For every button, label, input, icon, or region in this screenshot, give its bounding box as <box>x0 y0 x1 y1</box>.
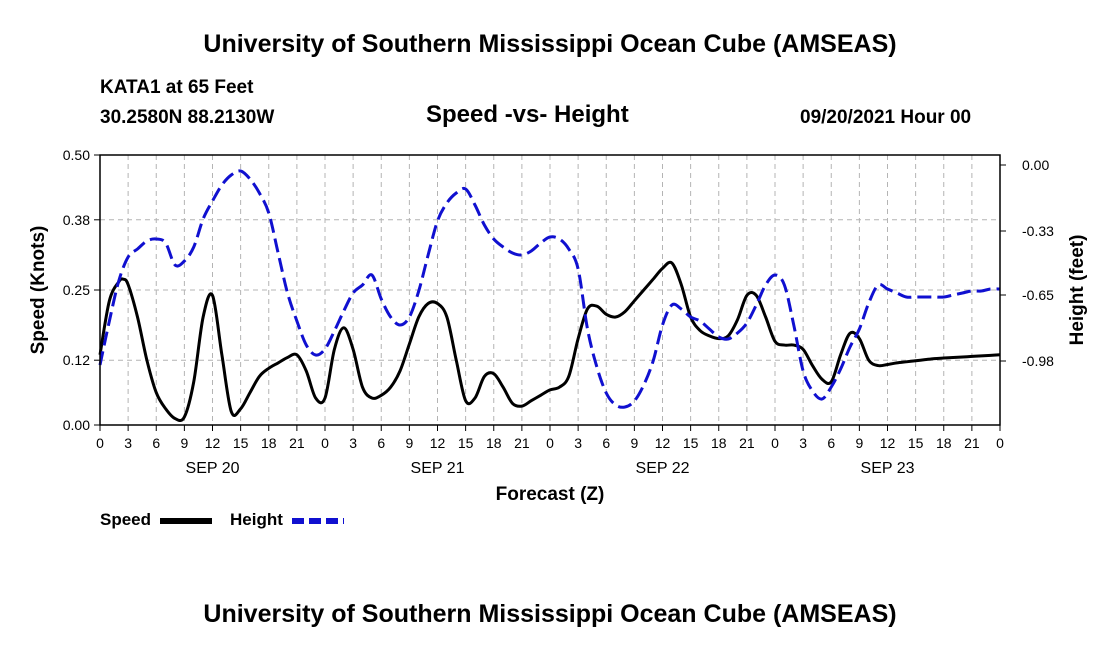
x-tick-label: 12 <box>205 435 221 451</box>
y2-tick-label: 0.00 <box>1022 157 1049 173</box>
chart-subtitle: Speed -vs- Height <box>426 101 629 128</box>
y-tick-label: 0.50 <box>63 147 90 163</box>
y2-tick-label: -0.98 <box>1022 353 1054 369</box>
day-label: SEP 21 <box>411 460 465 477</box>
x-tick-label: 9 <box>855 435 863 451</box>
x-tick-label: 18 <box>261 435 277 451</box>
footer-title: University of Southern Mississippi Ocean… <box>203 600 897 628</box>
x-tick-label: 6 <box>827 435 835 451</box>
x-tick-label: 0 <box>321 435 329 451</box>
x-tick-label: 21 <box>739 435 755 451</box>
x-tick-label: 18 <box>936 435 952 451</box>
x-tick-label: 18 <box>486 435 502 451</box>
forecast-datetime: 09/20/2021 Hour 00 <box>800 107 972 128</box>
x-tick-label: 0 <box>996 435 1004 451</box>
day-label: SEP 22 <box>636 460 690 477</box>
series-line-height <box>98 169 1001 409</box>
grid-layer <box>100 155 1000 425</box>
legend-speed-label: Speed <box>100 510 152 529</box>
x-tick-label: 3 <box>799 435 807 451</box>
x-tick-label: 3 <box>349 435 357 451</box>
x-tick-label: 12 <box>880 435 896 451</box>
y-tick-label: 0.00 <box>63 417 90 433</box>
x-tick-label: 6 <box>377 435 385 451</box>
x-axis-label: Forecast (Z) <box>496 484 605 505</box>
x-tick-label: 21 <box>289 435 305 451</box>
series-layer <box>98 169 1001 423</box>
x-tick-label: 21 <box>514 435 530 451</box>
x-tick-label: 6 <box>152 435 160 451</box>
x-tick-label: 15 <box>908 435 924 451</box>
y-tick-label: 0.25 <box>63 282 90 298</box>
x-tick-label: 9 <box>630 435 638 451</box>
x-tick-label: 3 <box>574 435 582 451</box>
y-tick-label: 0.38 <box>63 212 90 228</box>
x-tick-label: 12 <box>655 435 671 451</box>
legend-speed-swatch <box>160 518 212 524</box>
x-tick-label: 12 <box>430 435 446 451</box>
station-name: KATA1 at 65 Feet <box>100 77 254 98</box>
x-tick-label: 15 <box>683 435 699 451</box>
station-location: 30.2580N 88.2130W <box>100 107 275 128</box>
legend-height-label: Height <box>230 510 283 529</box>
axis-layer: 0 3 6 9 12 15 18 21 0 3 6 9 12 15 18 21 0 3 6 9 12 15 18 21 0 3 6 9… <box>63 147 1054 477</box>
y2-axis-label: Height (feet) <box>1067 235 1088 346</box>
main-title: University of Southern Mississippi Ocean… <box>203 30 897 58</box>
x-tick-label: 9 <box>405 435 413 451</box>
chart: 0 3 6 9 12 15 18 21 0 3 6 9 12 15 18 21 0 3 6 9 12 15 18 21 0 3 6 9… <box>28 147 1088 505</box>
x-tick-label: 3 <box>124 435 132 451</box>
legend-height-swatch <box>292 518 344 524</box>
x-tick-label: 18 <box>711 435 727 451</box>
x-tick-label: 0 <box>96 435 104 451</box>
x-tick-label: 15 <box>233 435 249 451</box>
y-tick-label: 0.12 <box>63 352 90 368</box>
x-tick-label: 15 <box>458 435 474 451</box>
y-axis-label: Speed (Knots) <box>28 226 49 355</box>
x-tick-label: 0 <box>771 435 779 451</box>
y2-tick-label: -0.65 <box>1022 287 1054 303</box>
x-tick-label: 0 <box>546 435 554 451</box>
series-line-speed <box>98 260 1001 423</box>
x-tick-label: 21 <box>964 435 980 451</box>
x-tick-label: 6 <box>602 435 610 451</box>
x-tick-label: 9 <box>180 435 188 451</box>
day-label: SEP 20 <box>186 460 240 477</box>
y2-tick-label: -0.33 <box>1022 223 1054 239</box>
day-label: SEP 23 <box>861 460 915 477</box>
